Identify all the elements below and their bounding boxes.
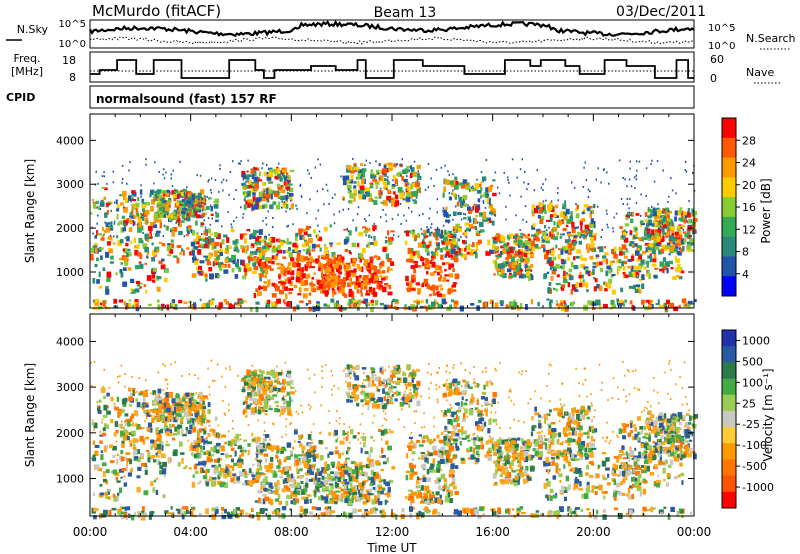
colorbar-swatch: [722, 378, 736, 396]
nsearch-line: [89, 36, 695, 45]
colorbar-swatch: [722, 394, 736, 412]
colorbar-swatch: [722, 459, 736, 477]
freq-panel: [89, 51, 695, 83]
velocity-heatmap: [90, 359, 699, 521]
y-tick-label: 2000: [56, 222, 84, 235]
colorbar-swatch: [722, 118, 736, 139]
power-colorbar-label: Power [dB]: [759, 178, 773, 243]
colorbar-tick: 500: [742, 355, 763, 368]
colorbar-swatch: [722, 330, 736, 347]
nave-label: Nave: [746, 66, 774, 79]
nsky-tick-bottom: 10^0: [59, 39, 86, 50]
colorbar-tick: 24: [742, 157, 756, 170]
velocity-ylabel: Slant Range [km]: [23, 363, 37, 467]
colorbar-swatch: [722, 157, 736, 178]
date-title: 03/Dec/2011: [616, 4, 706, 20]
colorbar-swatch: [722, 410, 736, 428]
y-tick-label: 1000: [56, 266, 84, 279]
nsearch-label: N.Search: [746, 32, 796, 45]
colorbar-tick: 4: [742, 268, 749, 281]
nsky-tick-top: 10^5: [59, 19, 86, 30]
colorbar-tick: 1000: [742, 334, 770, 347]
nave-tick-bottom: 0: [710, 72, 717, 85]
freq-tick-bottom: 8: [69, 71, 76, 84]
colorbar-tick: -25: [742, 418, 760, 431]
station-title: McMurdo (fitACF): [92, 2, 221, 20]
nsky-line: [89, 19, 695, 38]
nsky-panel: [89, 19, 695, 49]
colorbar-swatch: [722, 137, 736, 159]
time-tick-label: 20:00: [576, 525, 611, 539]
time-tick-label: 08:00: [274, 525, 309, 539]
y-tick-label: 3000: [56, 178, 84, 191]
time-tick-label: 00:00: [73, 525, 108, 539]
time-tick-labels: 00:00 04:00 08:00 12:00 16:00 20:00 00:00: [73, 525, 712, 539]
colorbar-tick: 100: [742, 376, 763, 389]
nsearch-tick-bottom: 10^0: [708, 41, 735, 52]
colorbar-swatch: [722, 475, 736, 493]
colorbar-swatch: [722, 216, 736, 238]
power-heatmap: [90, 157, 698, 313]
colorbar-tick: 16: [742, 201, 756, 214]
colorbar-swatch: [722, 346, 736, 363]
colorbar-swatch: [722, 443, 736, 460]
colorbar-tick: 28: [742, 134, 756, 147]
velocity-colorbar-label: Velocity [m s⁻¹]: [761, 368, 775, 461]
colorbar-swatch: [722, 177, 736, 198]
beam-title: Beam 13: [374, 5, 437, 21]
time-tick-label: 04:00: [173, 525, 208, 539]
colorbar-tick: -500: [742, 460, 767, 473]
colorbar-swatch: [722, 427, 736, 444]
colorbar-swatch: [722, 362, 736, 380]
power-colorbar: 28 24 20 16 12 8 4: [721, 117, 756, 297]
freq-line: [90, 59, 694, 79]
time-tick-label: 12:00: [375, 525, 410, 539]
nave-tick-top: 60: [710, 53, 724, 66]
time-tick-label: 00:00: [677, 525, 712, 539]
time-tick-label: 16:00: [475, 525, 510, 539]
colorbar-tick: 20: [742, 179, 756, 192]
velocity-colorbar: 1000 500 100 25 -25 -100 -500 -1000: [721, 329, 774, 509]
colorbar-tick: 12: [742, 223, 756, 236]
power-axes: 4000 3000 2000 1000: [56, 114, 695, 308]
y-tick-label: 4000: [56, 335, 84, 348]
colorbar-swatch: [722, 236, 736, 257]
power-ylabel: Slant Range [km]: [23, 159, 37, 263]
colorbar-swatch: [722, 256, 736, 277]
cpid-text: normalsound (fast) 157 RF: [96, 92, 277, 106]
freq-unit-label: [MHz]: [11, 65, 43, 78]
colorbar-swatch: [722, 197, 736, 218]
colorbar-tick: 25: [742, 397, 756, 410]
y-tick-label: 2000: [56, 427, 84, 440]
colorbar-tick: -100: [742, 439, 767, 452]
velocity-axes: 4000 3000 2000 1000: [56, 314, 695, 516]
freq-label: Freq.: [13, 52, 40, 65]
time-axis-label: Time UT: [366, 541, 417, 554]
colorbar-tick: 8: [742, 246, 749, 259]
cpid-label: CPID: [6, 91, 35, 104]
y-tick-label: 1000: [56, 473, 84, 486]
nsky-label: N.Sky: [17, 23, 49, 36]
nsearch-tick-top: 10^5: [708, 23, 735, 34]
freq-tick-top: 18: [62, 54, 76, 67]
colorbar-tick: -1000: [742, 481, 774, 494]
colorbar-swatch: [722, 491, 736, 509]
y-tick-label: 4000: [56, 134, 84, 147]
y-tick-label: 3000: [56, 381, 84, 394]
colorbar-swatch: [722, 276, 736, 297]
cpid-panel: [89, 85, 695, 109]
